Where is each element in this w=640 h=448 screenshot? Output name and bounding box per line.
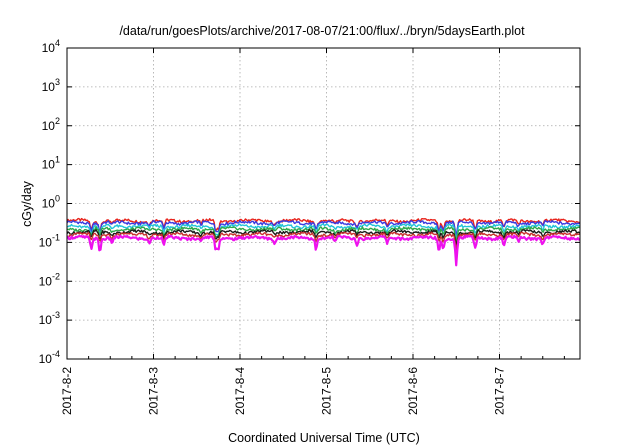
x-tick-label: 2017-8-6	[406, 367, 420, 415]
y-axis: 10-4 10-3 10-2 10-1 100 101 102 103 104	[39, 38, 580, 366]
y-tick-label: 10-2	[39, 271, 60, 288]
x-tick-label: 2017-8-2	[60, 367, 74, 415]
series-line	[66, 231, 581, 252]
x-tick-label: 2017-8-7	[493, 367, 507, 415]
x-axis-label: Coordinated Universal Time (UTC)	[228, 431, 420, 445]
y-axis-label: cGy/day	[20, 180, 34, 227]
grid	[67, 48, 580, 359]
series-line	[66, 229, 581, 248]
x-axis: 2017-8-2 2017-8-3 2017-8-4 2017-8-5 2017-8-6…	[60, 48, 565, 415]
y-tick-label: 102	[42, 116, 60, 133]
series-line	[66, 223, 581, 240]
y-tick-label: 10-1	[39, 232, 60, 249]
chart-title: /data/run/goesPlots/archive/2017-08-07/2…	[119, 24, 525, 38]
y-tick-label: 10-3	[39, 310, 60, 327]
series-line	[66, 219, 581, 237]
y-tick-label: 100	[42, 194, 60, 211]
y-tick-label: 103	[42, 77, 60, 94]
y-tick-label: 10-4	[39, 349, 60, 366]
x-tick-label: 2017-8-4	[233, 367, 247, 415]
x-tick-label: 2017-8-5	[320, 367, 334, 415]
x-tick-label: 2017-8-3	[147, 367, 161, 415]
series-line	[66, 234, 581, 267]
y-tick-label: 104	[42, 38, 60, 55]
series-line	[66, 226, 581, 244]
y-tick-label: 101	[42, 155, 60, 172]
series-layer	[66, 217, 581, 267]
